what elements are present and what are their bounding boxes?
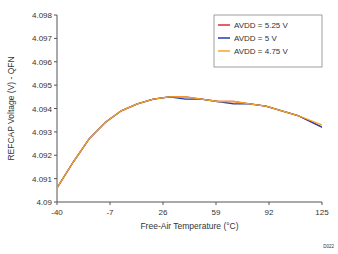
legend-label: AVDD = 5 V [234, 34, 277, 43]
y-axis [57, 15, 58, 202]
legend-swatch [218, 37, 230, 39]
plot-area [57, 97, 322, 188]
x-axis [57, 202, 322, 203]
x-tick-label: 92 [265, 208, 274, 217]
chart-container: 4.09 4.091 4.092 4.093 4.094 4.095 4.096 4.097 4… [0, 0, 338, 254]
y-tick-label: 4.097 [32, 34, 53, 43]
y-tick-label: 4.092 [32, 151, 53, 160]
y-tick-label: 4.095 [32, 81, 53, 90]
series-line [57, 97, 322, 188]
series-line [57, 97, 322, 188]
annotation: D022 [323, 244, 334, 249]
y-tick-label: 4.096 [32, 58, 53, 67]
y-tick-label: 4.091 [32, 175, 53, 184]
x-tick-label: 26 [159, 208, 168, 217]
legend-label: AVDD = 4.75 V [234, 47, 289, 56]
y-tick-label: 4.098 [32, 11, 53, 20]
legend-label: AVDD = 5.25 V [234, 21, 289, 30]
legend-swatch [218, 24, 230, 26]
legend-box [214, 15, 322, 67]
y-tick-label: 4.09 [36, 198, 52, 207]
x-axis-title: Free-Air Temperature (°C) [140, 221, 238, 231]
x-tick-label: -40 [51, 208, 63, 217]
x-tick-label: 59 [212, 208, 221, 217]
y-tick-label: 4.094 [32, 105, 53, 114]
y-axis-title: REFCAP Voltage (V) - QFN [6, 56, 16, 160]
x-tick-label: -7 [106, 208, 114, 217]
legend: AVDD = 5.25 V AVDD = 5 V AVDD = 4.75 V [214, 15, 322, 67]
legend-swatch [218, 50, 230, 52]
x-tick-label: 125 [315, 208, 329, 217]
chart-svg: 4.09 4.091 4.092 4.093 4.094 4.095 4.096 4.097 4… [0, 0, 338, 254]
y-tick-label: 4.093 [32, 128, 53, 137]
series-line [57, 97, 322, 188]
